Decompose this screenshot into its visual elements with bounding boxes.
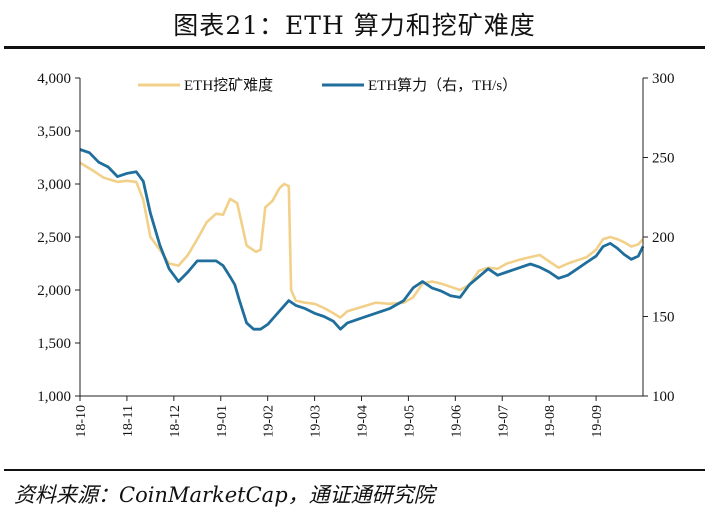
left-tick-label: 2,000 bbox=[37, 283, 71, 299]
hashrate-line bbox=[79, 148, 645, 331]
chart-title: 图表21：ETH 算力和挖矿难度 bbox=[173, 11, 536, 40]
x-tick-label: 19-09 bbox=[590, 405, 605, 438]
left-tick-label: 1,500 bbox=[37, 336, 71, 352]
right-tick-label: 250 bbox=[652, 151, 675, 167]
legend-label-hashrate: ETH算力（右，TH/s） bbox=[368, 76, 517, 94]
chart: 1,000 1,500 2,000 2,500 3,000 3,500 4,000 100 15… bbox=[37, 71, 675, 438]
left-tick-label: 1,000 bbox=[37, 389, 71, 405]
x-tick-label: 18-12 bbox=[168, 405, 183, 438]
left-tick-label: 2,500 bbox=[37, 230, 71, 246]
difficulty-line bbox=[79, 161, 644, 319]
right-tick-label: 100 bbox=[652, 389, 675, 405]
x-tick-label: 19-02 bbox=[262, 405, 277, 438]
x-tick-label: 18-11 bbox=[121, 405, 136, 437]
x-tick-label: 19-07 bbox=[496, 405, 511, 438]
right-tick-label: 300 bbox=[652, 71, 675, 87]
x-tick-label: 19-08 bbox=[543, 405, 558, 438]
x-tick-label: 19-03 bbox=[309, 405, 324, 438]
source-rule bbox=[4, 469, 705, 471]
left-tick-label: 4,000 bbox=[37, 71, 71, 87]
title-rule bbox=[4, 46, 705, 49]
legend-label-difficulty: ETH挖矿难度 bbox=[184, 77, 273, 94]
x-tick-label: 19-06 bbox=[449, 405, 464, 438]
right-tick-label: 150 bbox=[652, 310, 675, 326]
x-tick-label: 18-10 bbox=[74, 405, 89, 438]
x-tick-label: 19-05 bbox=[402, 405, 417, 438]
x-tick-label: 19-01 bbox=[215, 405, 230, 438]
left-tick-label: 3,000 bbox=[37, 177, 71, 193]
x-tick-label: 19-04 bbox=[356, 405, 371, 438]
source-note: 资料来源：CoinMarketCap，通证通研究院 bbox=[14, 483, 435, 507]
left-tick-label: 3,500 bbox=[37, 124, 71, 140]
right-tick-label: 200 bbox=[652, 230, 675, 246]
